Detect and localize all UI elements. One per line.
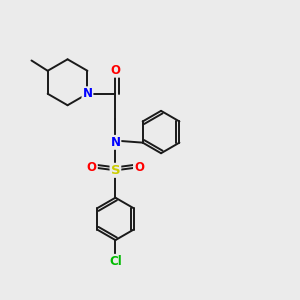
Text: S: S — [111, 164, 120, 177]
Text: Cl: Cl — [109, 255, 122, 268]
Text: N: N — [82, 87, 92, 100]
Text: O: O — [87, 161, 97, 175]
Text: O: O — [110, 64, 120, 77]
Text: O: O — [134, 161, 144, 175]
Text: N: N — [110, 136, 120, 149]
